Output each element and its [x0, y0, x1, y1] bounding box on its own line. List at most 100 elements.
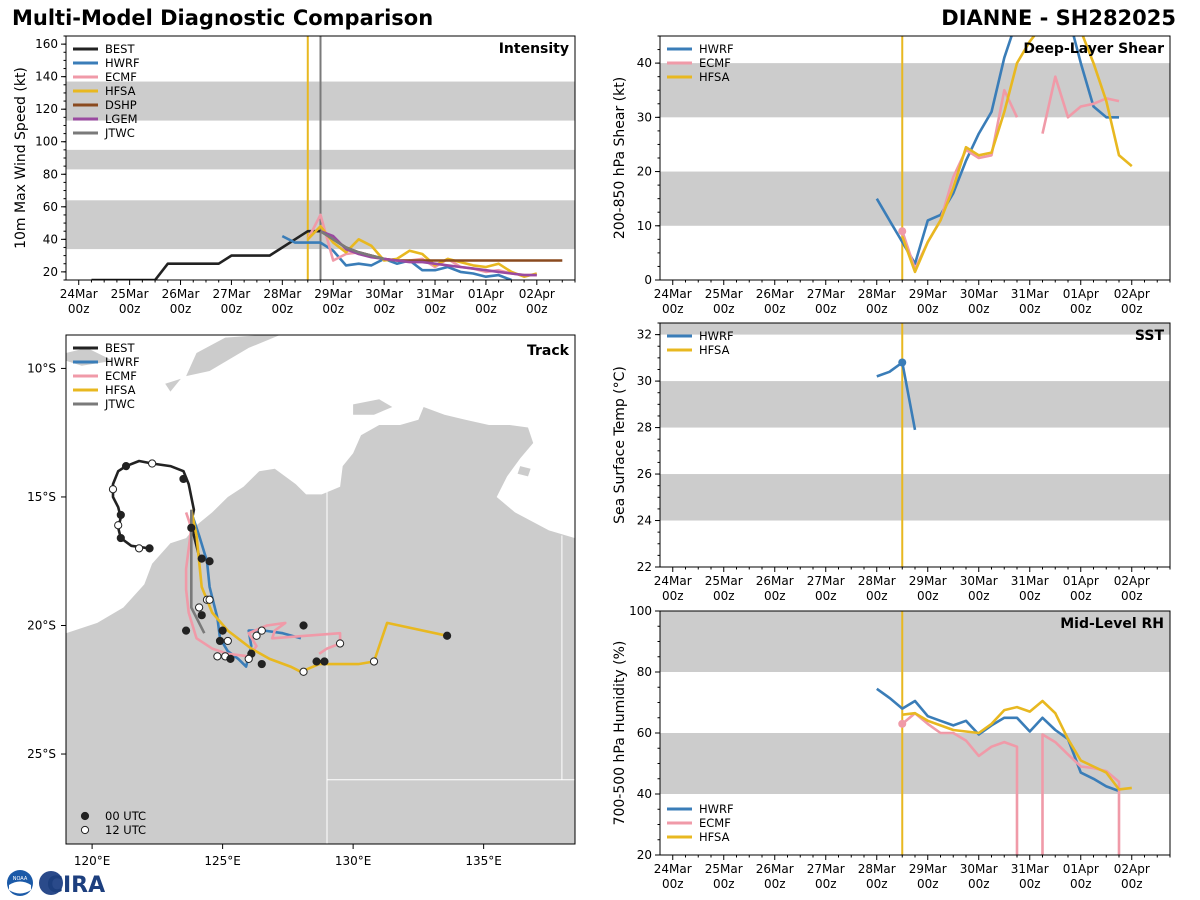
track-dot-00utc [320, 657, 329, 666]
track-dot-00utc [187, 523, 196, 532]
sst-xtick-label: 24Mar 00z [654, 574, 692, 603]
intensity-xtick-label-line: 26Mar [162, 287, 200, 301]
shear-line-hfsa [901, 36, 1133, 274]
sst-xtick-label: 25Mar 00z [705, 574, 743, 603]
shear-xtick-label-line: 00z [917, 302, 939, 316]
rh-xtick-label-line: 26Mar [756, 862, 794, 876]
rh-xtick-label: 28Mar 00z [858, 862, 896, 891]
rh-xtick-label-line: 00z [968, 877, 990, 891]
shear-xtick-label: 24Mar 00z [654, 287, 692, 316]
track-xtick-label: 120°E [74, 854, 111, 868]
shear-ytick-label: 20 [637, 165, 652, 179]
rh-xtick-label-line: 00z [815, 877, 837, 891]
rh-legend-label-ecmf: ECMF [699, 816, 731, 830]
rh-title: Mid-Level RH [1060, 616, 1164, 632]
sst-xtick-label-line: 00z [713, 589, 735, 603]
sst-xtick-label-line: 00z [917, 589, 939, 603]
sst-ytick-label: 22 [637, 560, 652, 574]
shear-xtick-label: 02Apr 00z [1114, 287, 1150, 316]
rh-ylabel: 700-500 hPa Humidity (%) [612, 641, 628, 826]
track-dot-12utc [257, 626, 266, 635]
intensity-ytick-label: 80 [43, 167, 58, 181]
intensity-xtick-label-line: 31Mar [416, 287, 454, 301]
shear-xtick-label-line: 26Mar [756, 287, 794, 301]
sst-band-1 [660, 381, 1170, 428]
intensity-xtick-label-line: 00z [119, 302, 141, 316]
intensity-line-ecmf [306, 213, 537, 277]
land-timor [186, 335, 280, 377]
sst-xtick-label: 28Mar 00z [858, 574, 896, 603]
rh-band-1 [660, 611, 1170, 672]
track-dot-12utc [369, 657, 379, 666]
intensity-ytick-label: 140 [35, 70, 58, 84]
intensity-xtick-label-line: 00z [322, 302, 344, 316]
sst-xtick-label-line: 00z [815, 589, 837, 603]
sst-xtick-label: 01Apr 00z [1063, 574, 1099, 603]
track-xtick-label: 135°E [465, 854, 502, 868]
sst-xtick-label: 02Apr 00z [1114, 574, 1150, 603]
sst-xtick-label-line: 25Mar [705, 574, 743, 588]
sst-ylabel: Sea Surface Temp (°C) [612, 366, 628, 524]
intensity-xtick-label: 24Mar 00z [60, 287, 98, 316]
intensity-xtick-label-line: 00z [526, 302, 548, 316]
track-dot-12utc [299, 667, 308, 676]
cira-globe-icon [39, 871, 63, 895]
intensity-xtick-label: 26Mar 00z [162, 287, 200, 316]
shear-xtick-label-line: 27Mar [807, 287, 845, 301]
intensity-xtick-label-line: 30Mar [365, 287, 403, 301]
intensity-ytick-label: 160 [35, 37, 58, 51]
track-dot-00utc [442, 631, 452, 640]
rh-xtick-label-line: 30Mar [960, 862, 998, 876]
legend-dot-12utc [80, 825, 90, 835]
sst-ytick-label: 26 [637, 467, 652, 481]
storm-id-title: DIANNE - SH282025 [941, 6, 1176, 30]
shear-xtick-label-line: 00z [1070, 302, 1092, 316]
intensity-xtick-label-line: 28Mar [263, 287, 301, 301]
intensity-xtick-label-line: 00z [221, 302, 243, 316]
intensity-ytick-label: 120 [35, 102, 58, 116]
intensity-xtick-label: 02Apr 00z [519, 287, 555, 316]
shear-xtick-label-line: 00z [1121, 302, 1143, 316]
shear-xtick-label: 01Apr 00z [1063, 287, 1099, 316]
shear-legend-label-ecmf: ECMF [699, 56, 731, 70]
shear-xtick-label: 28Mar 00z [858, 287, 896, 316]
intensity-line-hfsa [306, 225, 538, 278]
track-dot-12utc [213, 652, 222, 661]
track-dot-00utc [299, 621, 308, 630]
track-dot-12utc [108, 485, 118, 494]
intensity-xtick-label-line: 29Mar [314, 287, 352, 301]
seal-text: NOAA [13, 876, 28, 882]
shear-xtick-label-line: 02Apr [1114, 287, 1150, 301]
track-marker-legend-label: 00 UTC [105, 809, 146, 823]
track-dot-00utc [205, 557, 214, 566]
rh-xtick-label-line: 00z [713, 877, 735, 891]
shear-ytick-label: 0 [644, 273, 652, 287]
sst-xtick-label-line: 27Mar [807, 574, 845, 588]
rh-xtick-label-line: 29Mar [909, 862, 947, 876]
intensity-xtick-label: 30Mar 00z [365, 287, 403, 316]
track-dot-00utc [257, 659, 266, 669]
rh-xtick-label-line: 24Mar [654, 862, 692, 876]
intensity-xtick-label-line: 24Mar [60, 287, 98, 301]
sst-xtick-label-line: 00z [968, 589, 990, 603]
intensity-xtick-label-line: 00z [272, 302, 294, 316]
shear-band-1 [660, 63, 1170, 118]
sst-xtick-label: 30Mar 00z [960, 574, 998, 603]
intensity-xtick-label-line: 00z [170, 302, 192, 316]
track-dot-12utc [148, 459, 157, 468]
intensity-ytick-label: 40 [43, 232, 58, 246]
shear-xtick-label: 25Mar 00z [705, 287, 743, 316]
rh-xtick-label: 30Mar 00z [960, 862, 998, 891]
sst-xtick-label-line: 29Mar [909, 574, 947, 588]
track-dot-12utc [114, 521, 123, 530]
intensity-xtick-label: 27Mar 00z [212, 287, 250, 316]
intensity-xtick-label-line: 01Apr [468, 287, 504, 301]
sst-xtick-label-line: 00z [1019, 589, 1041, 603]
track-ytick-label: 10°S [27, 361, 56, 375]
sst-xtick-label-line: 31Mar [1011, 574, 1049, 588]
intensity-legend-label-lgem: LGEM [105, 112, 138, 126]
sst-xtick-label-line: 00z [1121, 589, 1143, 603]
intensity-ytick-label: 60 [43, 200, 58, 214]
shear-xtick-label: 29Mar 00z [909, 287, 947, 316]
